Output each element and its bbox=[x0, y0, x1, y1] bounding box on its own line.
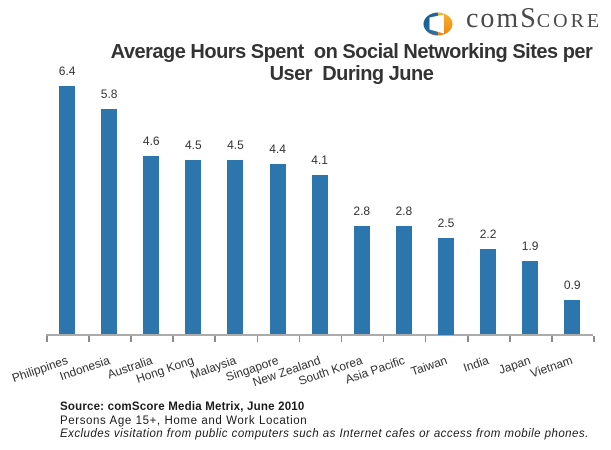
exclusion-note-line: Excludes visitation from public computer… bbox=[60, 428, 589, 440]
bar-hong-kong bbox=[185, 159, 202, 335]
chart-title: Average Hours Spent on Social Networking… bbox=[110, 41, 593, 85]
value-label: 4.6 bbox=[142, 134, 160, 149]
x-axis-tick bbox=[382, 335, 385, 342]
bar-south-korea bbox=[353, 225, 370, 335]
bar-singapore bbox=[269, 163, 286, 335]
comscore-logo-text: comSCORE bbox=[466, 4, 602, 38]
x-axis-tick bbox=[46, 335, 48, 342]
value-label: 2.8 bbox=[353, 203, 371, 218]
value-label: 2.8 bbox=[395, 203, 413, 218]
comscore-logo-icon bbox=[423, 12, 453, 36]
bar-philippines bbox=[59, 86, 76, 335]
category-label: India bbox=[461, 353, 491, 375]
category-label: Japan bbox=[497, 353, 533, 377]
x-axis-tick bbox=[256, 335, 258, 342]
x-axis-tick bbox=[88, 335, 90, 342]
x-axis-tick bbox=[593, 335, 595, 342]
x-axis-line bbox=[46, 334, 594, 336]
x-axis-tick bbox=[467, 335, 469, 342]
value-label: 0.9 bbox=[563, 277, 581, 292]
bar-new-zealand bbox=[311, 175, 328, 335]
x-axis-tick bbox=[130, 335, 132, 342]
category-label: Vietnam bbox=[528, 353, 575, 381]
bar-taiwan bbox=[437, 237, 454, 335]
bar-australia bbox=[143, 156, 160, 335]
x-axis-tick bbox=[424, 335, 427, 342]
bar-asia-pacific bbox=[395, 225, 412, 335]
value-label: 4.5 bbox=[185, 137, 202, 152]
population-note-line: Persons Age 15+, Home and Work Location bbox=[60, 414, 308, 427]
x-axis-tick bbox=[509, 335, 511, 342]
logo-text-com: com bbox=[466, 3, 521, 34]
value-label: 4.4 bbox=[269, 141, 286, 156]
bar-malaysia bbox=[227, 159, 244, 335]
value-label: 4.5 bbox=[227, 137, 244, 152]
value-label: 4.1 bbox=[311, 153, 328, 168]
x-axis-tick bbox=[214, 335, 216, 342]
bar-japan bbox=[522, 260, 539, 335]
source-note-block: Source: comScore Media Metrix, June 2010… bbox=[60, 401, 589, 442]
value-label: 1.9 bbox=[521, 238, 539, 253]
x-axis-tick bbox=[551, 335, 553, 342]
logo-text-core: CORE bbox=[536, 10, 603, 32]
value-label: 2.5 bbox=[437, 215, 455, 230]
x-axis-tick bbox=[172, 335, 174, 342]
bar-vietnam bbox=[564, 299, 581, 335]
x-axis-tick bbox=[298, 335, 301, 342]
value-label: 2.2 bbox=[479, 227, 497, 242]
x-axis-tick bbox=[340, 335, 343, 342]
bar-india bbox=[480, 249, 497, 335]
bar-indonesia bbox=[101, 109, 118, 335]
category-label: Taiwan bbox=[408, 353, 449, 379]
logo-text-cap-s: S bbox=[520, 3, 537, 34]
source-line: Source: comScore Media Metrix, June 2010 bbox=[60, 401, 305, 413]
value-label: 6.4 bbox=[58, 64, 76, 79]
value-label: 5.8 bbox=[100, 87, 118, 102]
